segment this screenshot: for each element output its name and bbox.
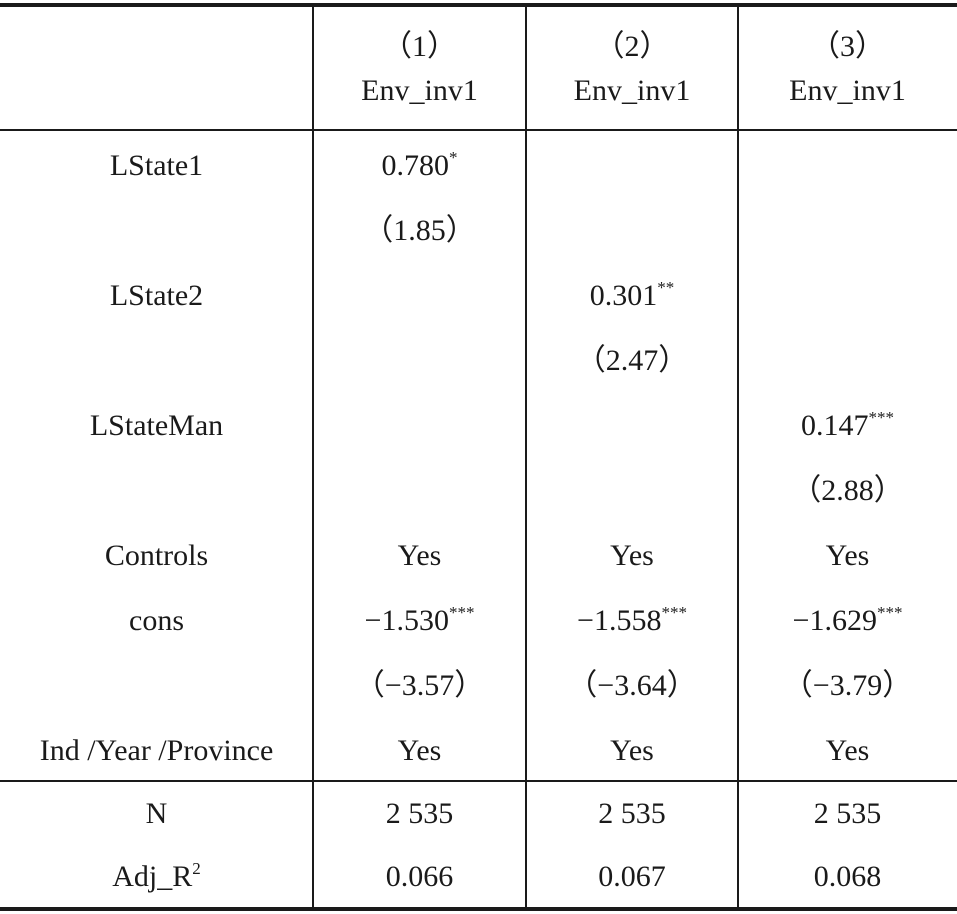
- t-stat-cell: （−3.79）: [738, 669, 957, 703]
- t-stat-text: （−3.57）: [354, 668, 485, 702]
- coefficient-cell: 0.301**: [526, 279, 738, 313]
- value-text: Yes: [397, 538, 442, 572]
- row-label: LState2: [0, 279, 313, 313]
- t-stat-text: （2.88）: [791, 473, 904, 507]
- column-number-text: （2）: [594, 30, 670, 63]
- column-label-text: Env_inv1: [789, 74, 906, 107]
- value-text: Yes: [825, 733, 870, 767]
- row-label-superscript: 2: [192, 858, 201, 878]
- column-rule: [737, 5, 739, 909]
- t-stat-cell: （−3.64）: [526, 669, 738, 703]
- column-label: Env_inv1: [526, 74, 738, 108]
- column-number-text: （1）: [382, 30, 457, 63]
- value-text: 2 535: [598, 796, 666, 830]
- value-cell: Yes: [526, 734, 738, 768]
- top-rule: [0, 3, 957, 7]
- coefficient-text: −1.530: [364, 603, 449, 637]
- coefficient-text: −1.558: [577, 603, 662, 637]
- t-stat-cell: （−3.57）: [313, 669, 526, 703]
- row-label-text: Controls: [104, 538, 209, 572]
- bottom-rule: [0, 907, 957, 911]
- value-cell: 0.068: [738, 860, 957, 894]
- row-label-text: LState1: [109, 148, 204, 182]
- column-number: （2）: [526, 30, 738, 64]
- column-rule: [525, 5, 527, 909]
- column-label: Env_inv1: [313, 74, 526, 108]
- t-stat-text: （−3.79）: [782, 668, 913, 702]
- value-cell: Yes: [313, 734, 526, 768]
- value-text: 0.066: [385, 859, 454, 893]
- value-cell: 0.067: [526, 860, 738, 894]
- significance-stars: *: [449, 147, 458, 167]
- column-label: Env_inv1: [738, 74, 957, 108]
- coefficient-cell: −1.558***: [526, 604, 738, 638]
- value-cell: Yes: [313, 539, 526, 573]
- significance-stars: ***: [661, 602, 687, 622]
- row-label: LState1: [0, 149, 313, 183]
- row-label: cons: [0, 604, 313, 638]
- row-label: LStateMan: [0, 409, 313, 443]
- coefficient-cell: −1.629***: [738, 604, 957, 638]
- value-text: Yes: [397, 733, 442, 767]
- row-label-text: cons: [129, 603, 184, 637]
- t-stat-text: （1.85）: [363, 213, 476, 247]
- row-label-text: LStateMan: [89, 408, 224, 442]
- row-label: Adj_R2: [0, 860, 313, 894]
- significance-stars: **: [657, 277, 675, 297]
- value-text: Yes: [610, 733, 654, 767]
- t-stat-text: （−3.64）: [567, 668, 697, 702]
- value-cell: Yes: [738, 734, 957, 768]
- t-stat-cell: （1.85）: [313, 214, 526, 248]
- t-stat-text: （2.47）: [575, 343, 689, 377]
- row-label-text: Ind /Year /Province: [39, 733, 274, 767]
- row-label: N: [0, 797, 313, 831]
- header-rule: [0, 129, 957, 131]
- column-rule: [312, 5, 314, 909]
- value-text: 0.068: [813, 859, 882, 893]
- column-label-text: Env_inv1: [573, 74, 691, 107]
- row-label-text: LState2: [109, 278, 204, 312]
- row-label-text: N: [145, 796, 168, 830]
- value-cell: 0.066: [313, 860, 526, 894]
- column-number: （1）: [313, 30, 526, 64]
- value-text: Yes: [610, 538, 654, 572]
- coefficient-text: 0.780: [381, 148, 450, 182]
- coefficient-cell: 0.780*: [313, 149, 526, 183]
- coefficient-text: 0.301: [589, 278, 658, 312]
- t-stat-cell: （2.88）: [738, 474, 957, 508]
- significance-stars: ***: [448, 602, 475, 622]
- significance-stars: ***: [868, 407, 895, 427]
- column-number: （3）: [738, 30, 957, 64]
- coefficient-cell: −1.530***: [313, 604, 526, 638]
- footer-rule: [0, 780, 957, 782]
- value-cell: 2 535: [313, 797, 526, 831]
- significance-stars: ***: [876, 602, 903, 622]
- value-text: Yes: [825, 538, 870, 572]
- value-text: 2 535: [385, 796, 454, 830]
- value-text: 0.067: [598, 859, 666, 893]
- value-cell: 2 535: [738, 797, 957, 831]
- value-text: 2 535: [813, 796, 882, 830]
- column-number-text: （3）: [810, 30, 885, 63]
- column-label-text: Env_inv1: [361, 74, 478, 107]
- row-label: Controls: [0, 539, 313, 573]
- value-cell: 2 535: [526, 797, 738, 831]
- t-stat-cell: （2.47）: [526, 344, 738, 378]
- value-cell: Yes: [526, 539, 738, 573]
- value-cell: Yes: [738, 539, 957, 573]
- row-label-text: Adj_R: [112, 859, 193, 893]
- row-label: Ind /Year /Province: [0, 734, 313, 768]
- coefficient-cell: 0.147***: [738, 409, 957, 443]
- coefficient-text: 0.147: [801, 408, 869, 442]
- coefficient-text: −1.629: [792, 603, 877, 637]
